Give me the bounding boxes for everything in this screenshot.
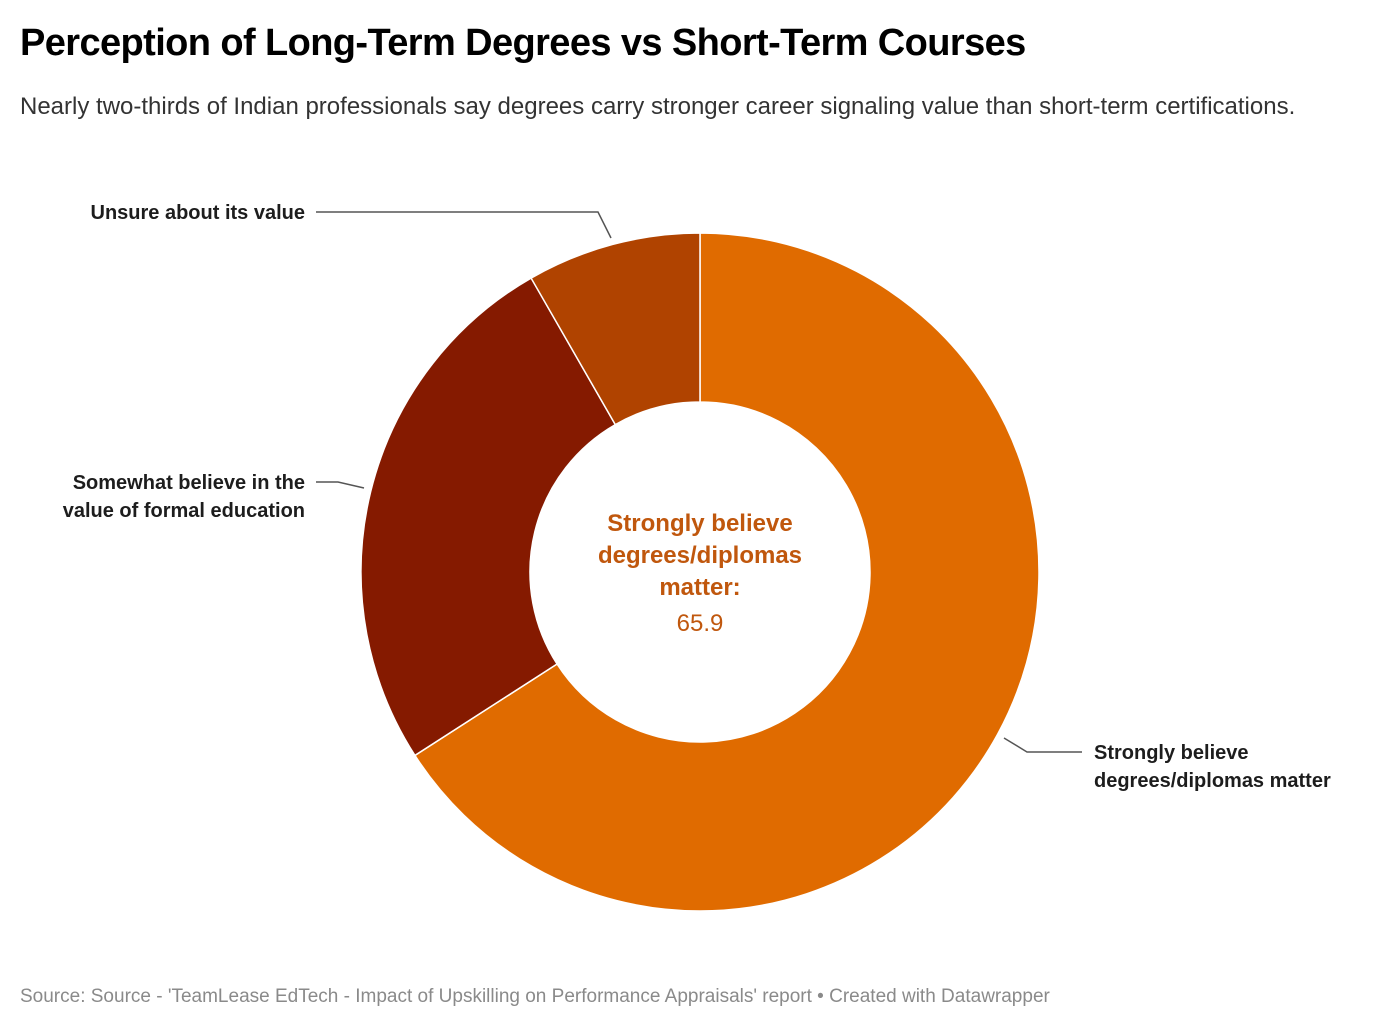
leader-line-strongly [1003,737,1082,753]
label-strongly-line1: Strongly believe [1094,742,1249,764]
donut-slice [413,232,1040,912]
label-somewhat-line1: Somewhat believe in the [73,472,305,494]
center-value: 65.9 [677,610,724,637]
center-label-line2: degrees/diplomas [598,542,802,569]
label-unsure: Unsure about its value [91,202,306,224]
center-label-line1: Strongly believe [607,510,792,537]
source-footer: Source: Source - 'TeamLease EdTech - Imp… [20,986,1050,1007]
donut-slice [360,277,617,757]
leader-line-unsure [316,211,612,239]
label-strongly-line2: degrees/diplomas matter [1094,770,1331,792]
donut-slices [360,232,1040,912]
chart-subtitle: Nearly two-thirds of Indian professional… [20,93,1296,120]
leader-line-somewhat [316,481,365,489]
center-label-line3: matter: [659,574,740,601]
donut-slice [530,232,701,426]
label-somewhat-line2: value of formal education [63,500,305,522]
chart-title: Perception of Long-Term Degrees vs Short… [20,22,1026,64]
